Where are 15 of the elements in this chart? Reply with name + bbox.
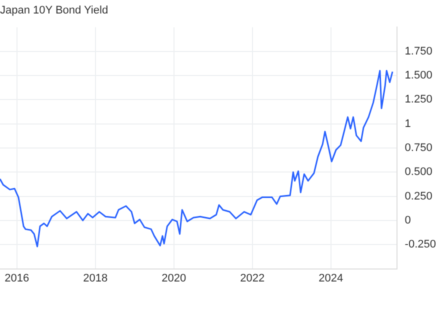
y-tick-label: 0.750 bbox=[404, 142, 432, 154]
y-tick-label: 0 bbox=[404, 214, 411, 227]
x-tick-label: 2018 bbox=[83, 272, 108, 284]
y-tick-label: -0.250 bbox=[404, 238, 436, 251]
x-tick-label: 2022 bbox=[240, 272, 265, 284]
x-tick-label: 2020 bbox=[162, 272, 186, 284]
y-tick-label: 1 bbox=[404, 118, 411, 130]
y-tick-label: 0.500 bbox=[404, 166, 432, 178]
y-tick-label: 1.750 bbox=[404, 45, 432, 58]
y-tick-label: 1.250 bbox=[404, 94, 432, 106]
y-tick-label: 1.500 bbox=[404, 70, 432, 82]
chart-title: Japan 10Y Bond Yield bbox=[0, 4, 108, 17]
y-tick-label: 0.250 bbox=[404, 190, 432, 202]
x-tick-label: 2016 bbox=[4, 272, 30, 284]
x-tick-label: 2024 bbox=[318, 272, 344, 284]
